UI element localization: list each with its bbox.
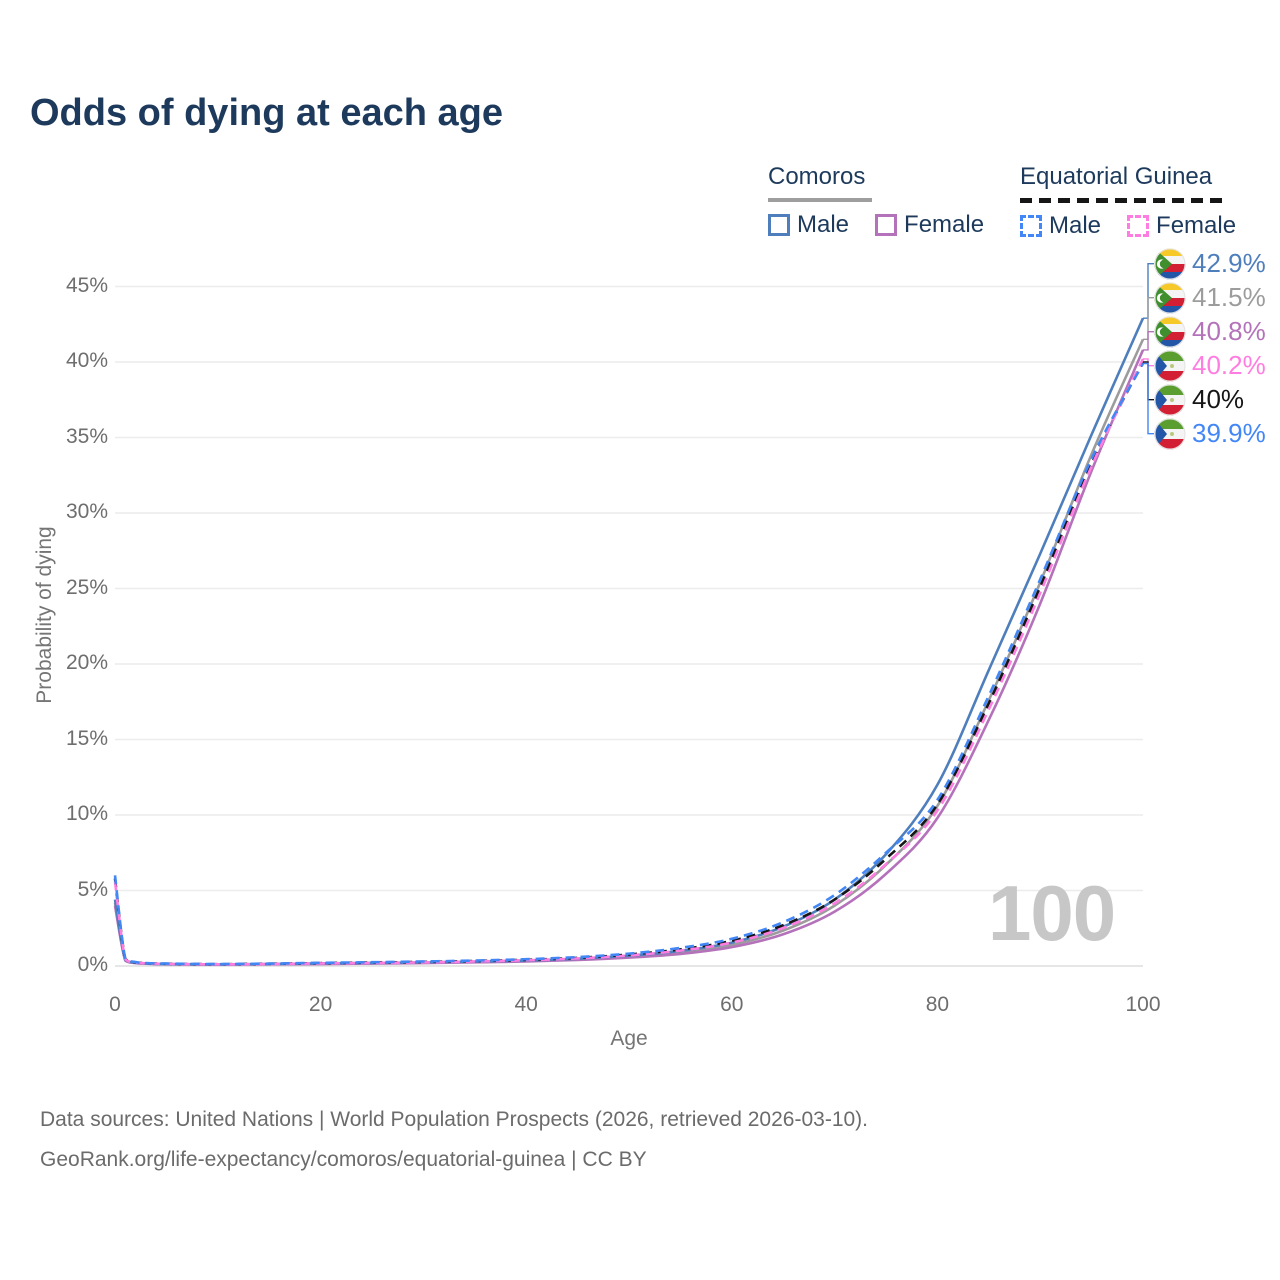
y-tick-label: 5%	[77, 877, 108, 901]
end-label-connector	[1143, 330, 1154, 351]
legend-item-label: Male	[797, 211, 850, 238]
x-tick-label: 40	[514, 993, 538, 1016]
end-label-comoros-both-sexes[interactable]: 41.5%	[1154, 282, 1266, 314]
legend-item-comoros-male[interactable]: Male	[768, 211, 849, 239]
legend-item-equatorial-guinea-female[interactable]: Female	[1127, 212, 1236, 240]
x-tick-label: 80	[925, 993, 950, 1016]
end-label-value: 42.9%	[1192, 248, 1266, 279]
x-tick-label: 60	[720, 993, 744, 1016]
legend-underline-dashed	[1020, 198, 1228, 203]
legend-underline-solid	[768, 198, 872, 202]
end-label-connector	[1143, 296, 1154, 341]
equatorial-guinea-flag-icon	[1154, 384, 1186, 416]
end-label-value: 39.9%	[1192, 418, 1266, 449]
footer-license-line: GeoRank.org/life-expectancy/comoros/equa…	[40, 1148, 647, 1171]
equatorial-guinea-male-swatch-icon	[1020, 215, 1042, 237]
equatorial-guinea-flag-icon	[1154, 350, 1186, 382]
equatorial-guinea-female-swatch-icon	[1127, 215, 1150, 237]
legend-group-equatorial-guinea-label: Equatorial Guinea	[1020, 163, 1213, 190]
legend-item-label: Female	[1156, 212, 1237, 239]
comoros-male-swatch-icon	[768, 214, 790, 236]
legend-group-equatorial-guinea: Equatorial Guinea Male Female	[1020, 163, 1236, 240]
y-tick-label: 35%	[65, 424, 108, 448]
legend-group-comoros-label: Comoros	[768, 163, 866, 190]
end-label-connector	[1143, 262, 1154, 319]
y-tick-label: 30%	[65, 500, 108, 523]
legend-item-label: Male	[1049, 212, 1102, 239]
y-tick-label: 15%	[65, 726, 108, 750]
y-tick-label: 0%	[77, 953, 108, 976]
comoros-flag-icon	[1154, 282, 1186, 314]
comoros-female-swatch-icon	[875, 214, 898, 236]
legend-item-equatorial-guinea-male[interactable]: Male	[1020, 212, 1101, 240]
y-tick-label: 10%	[65, 802, 108, 825]
page-title: Odds of dying at each age	[30, 92, 503, 134]
end-label-value: 40.8%	[1192, 316, 1266, 347]
footer-source-line: Data sources: United Nations | World Pop…	[40, 1108, 869, 1131]
y-tick-label: 45%	[65, 273, 108, 297]
y-tick-label: 25%	[65, 575, 108, 599]
age-watermark: 100	[988, 869, 1116, 957]
comoros-flag-icon	[1154, 316, 1186, 348]
end-label-comoros-female[interactable]: 40.8%	[1154, 316, 1266, 348]
end-label-equatorial-guinea-male[interactable]: 39.9%	[1154, 418, 1266, 450]
end-label-value: 41.5%	[1192, 282, 1266, 313]
x-tick-label: 0	[109, 993, 121, 1016]
legend-item-comoros-female[interactable]: Female	[875, 211, 984, 239]
comoros-flag-icon	[1154, 248, 1186, 280]
series-line-equatorial-guinea-male[interactable]	[113, 362, 1145, 966]
end-label-equatorial-guinea-female[interactable]: 40.2%	[1154, 350, 1266, 382]
x-tick-label: 20	[308, 993, 333, 1016]
end-label-equatorial-guinea-both-sexes[interactable]: 40%	[1154, 384, 1244, 416]
y-tick-label: 40%	[65, 349, 108, 372]
y-axis-title: Probability of dying	[33, 526, 56, 704]
end-label-comoros-male[interactable]: 42.9%	[1154, 248, 1266, 280]
end-label-connector	[1143, 362, 1154, 435]
y-tick-label: 20%	[65, 651, 108, 674]
x-axis-title: Age	[610, 1027, 648, 1050]
equatorial-guinea-flag-icon	[1154, 418, 1186, 450]
end-label-value: 40.2%	[1192, 350, 1266, 381]
end-label-value: 40%	[1192, 384, 1245, 415]
legend-item-label: Female	[904, 211, 985, 238]
x-tick-label: 100	[1125, 993, 1161, 1016]
legend-group-comoros: Comoros Male Female	[768, 163, 984, 239]
